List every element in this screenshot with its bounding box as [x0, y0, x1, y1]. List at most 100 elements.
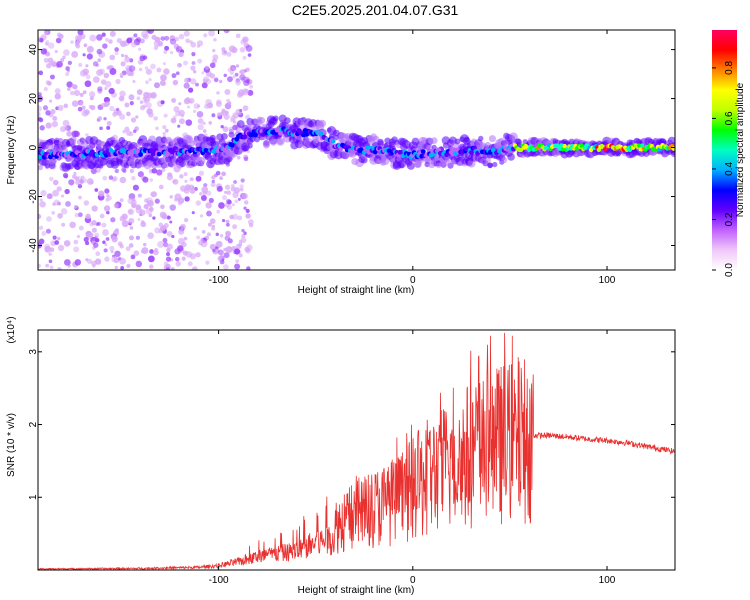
spectrogram-cell	[60, 194, 65, 198]
spectrogram-cell	[46, 63, 52, 69]
spectrogram-cell	[38, 164, 43, 171]
spectrogram-cell	[143, 91, 150, 99]
spectrogram-cell	[86, 178, 94, 185]
spectrogram-cell	[38, 213, 42, 220]
spectrogram-cell	[105, 101, 111, 107]
spectrogram-cell	[54, 240, 60, 245]
spectrogram-cell	[72, 174, 77, 179]
spectrogram-cell	[203, 183, 208, 188]
spectrogram-cell	[183, 82, 190, 89]
spectrogram-cell	[160, 74, 167, 82]
spectrogram-cell	[39, 201, 46, 208]
spectrogram-cell	[48, 252, 52, 256]
spectrogram-cell	[104, 243, 108, 247]
spectrogram-cell	[166, 263, 170, 267]
spectrogram-cell	[229, 142, 235, 148]
spectrogram-cell	[216, 185, 223, 192]
spectrogram-cell	[184, 184, 192, 191]
spectrogram-cell	[211, 248, 216, 253]
spectrogram-cell	[78, 62, 83, 68]
spectrogram-cell	[509, 132, 518, 142]
spectrogram-cell	[95, 251, 101, 257]
spectrogram-cell	[153, 249, 159, 256]
spectrogram-cell	[243, 231, 247, 235]
spectrogram-cell	[243, 156, 249, 162]
spectrogram-cell	[211, 58, 218, 64]
spectrogram-cell	[131, 175, 136, 181]
spectrogram-cell	[80, 175, 85, 180]
spectrogram-cell	[277, 138, 284, 145]
spectrogram-cell	[47, 57, 54, 64]
spectrogram-cell	[135, 260, 143, 268]
spectrogram-cell	[150, 63, 156, 70]
spectrogram-cell	[104, 37, 110, 42]
spectrogram-cell	[177, 201, 182, 206]
spectrogram-cell	[44, 243, 51, 250]
spectrogram-cell	[114, 51, 119, 56]
spectrogram-cell	[130, 254, 136, 260]
spectrogram-frame	[37, 29, 676, 271]
spectrogram-cell	[113, 203, 119, 209]
spectrogram-cell	[92, 61, 99, 67]
spectrogram-cell	[140, 105, 146, 111]
spectrogram-cell	[62, 172, 69, 179]
spectrogram-cell	[137, 47, 142, 51]
spectrogram-cell	[211, 224, 215, 228]
x-tick-label: 100	[599, 275, 616, 286]
spectrogram-cell	[277, 130, 283, 136]
spectrogram-cell	[245, 213, 251, 219]
spectrogram-cell	[146, 108, 153, 115]
spectrogram-cell	[215, 240, 223, 248]
spectrogram-cell	[42, 105, 49, 111]
spectrogram-cell	[243, 206, 247, 210]
spectrogram-cell	[38, 117, 44, 123]
spectrogram-cell	[150, 92, 156, 99]
spectrogram-cell	[89, 149, 95, 155]
spectrogram-cell	[184, 217, 189, 223]
spectrogram-cell	[262, 139, 271, 148]
spectrogram-cell	[129, 168, 134, 174]
spectrogram-cell	[172, 178, 179, 185]
spectrogram-cell	[62, 119, 70, 127]
spectrogram-cell	[101, 32, 106, 37]
spectrogram-cell	[94, 258, 102, 265]
spectrogram-cell	[206, 210, 212, 217]
spectrogram-cell	[562, 143, 567, 149]
spectrogram-cell	[318, 119, 326, 128]
spectrogram-cell	[245, 44, 253, 52]
y-tick-label: 1	[28, 494, 39, 500]
spectrogram-cell	[120, 266, 125, 270]
spectrogram-cell	[71, 130, 79, 138]
spectrogram-cell	[197, 123, 204, 131]
spectrogram-cell	[114, 265, 118, 270]
spectrogram-cell	[56, 60, 63, 68]
spectrogram-cell	[239, 47, 246, 53]
spectrogram-cell	[99, 126, 103, 131]
spectrogram-cell	[234, 248, 241, 255]
spectrogram-cell	[165, 256, 172, 262]
spectrogram-cell	[126, 111, 131, 117]
spectrogram-cell	[190, 41, 197, 48]
spectrogram-cell	[66, 130, 73, 137]
spectrogram-cell	[109, 30, 116, 37]
spectrogram-cell	[192, 70, 197, 74]
spectrogram-cell	[94, 232, 100, 238]
spectrogram-cell	[217, 112, 222, 117]
spectrogram-cell	[518, 147, 524, 152]
spectrogram-cell	[81, 105, 86, 110]
spectrogram-cell	[74, 42, 80, 47]
spectrogram-cell	[179, 160, 186, 168]
spectrogram-cell	[160, 100, 165, 105]
spectrogram-cell	[97, 86, 103, 92]
snr-ticks: -100 0 100 1 2 3	[28, 330, 675, 586]
spectrogram-cell	[150, 191, 157, 198]
spectrogram-cell	[179, 185, 187, 192]
spectrogram-cell	[98, 190, 105, 197]
y-tick-label: -40	[28, 238, 39, 253]
spectrogram-cell	[82, 178, 88, 183]
spectrogram-cell	[57, 213, 63, 219]
spectrogram-cell	[63, 240, 71, 247]
spectrogram-cell	[484, 157, 491, 164]
spectrogram-cell	[154, 82, 161, 89]
spectrogram-cell	[160, 36, 166, 41]
